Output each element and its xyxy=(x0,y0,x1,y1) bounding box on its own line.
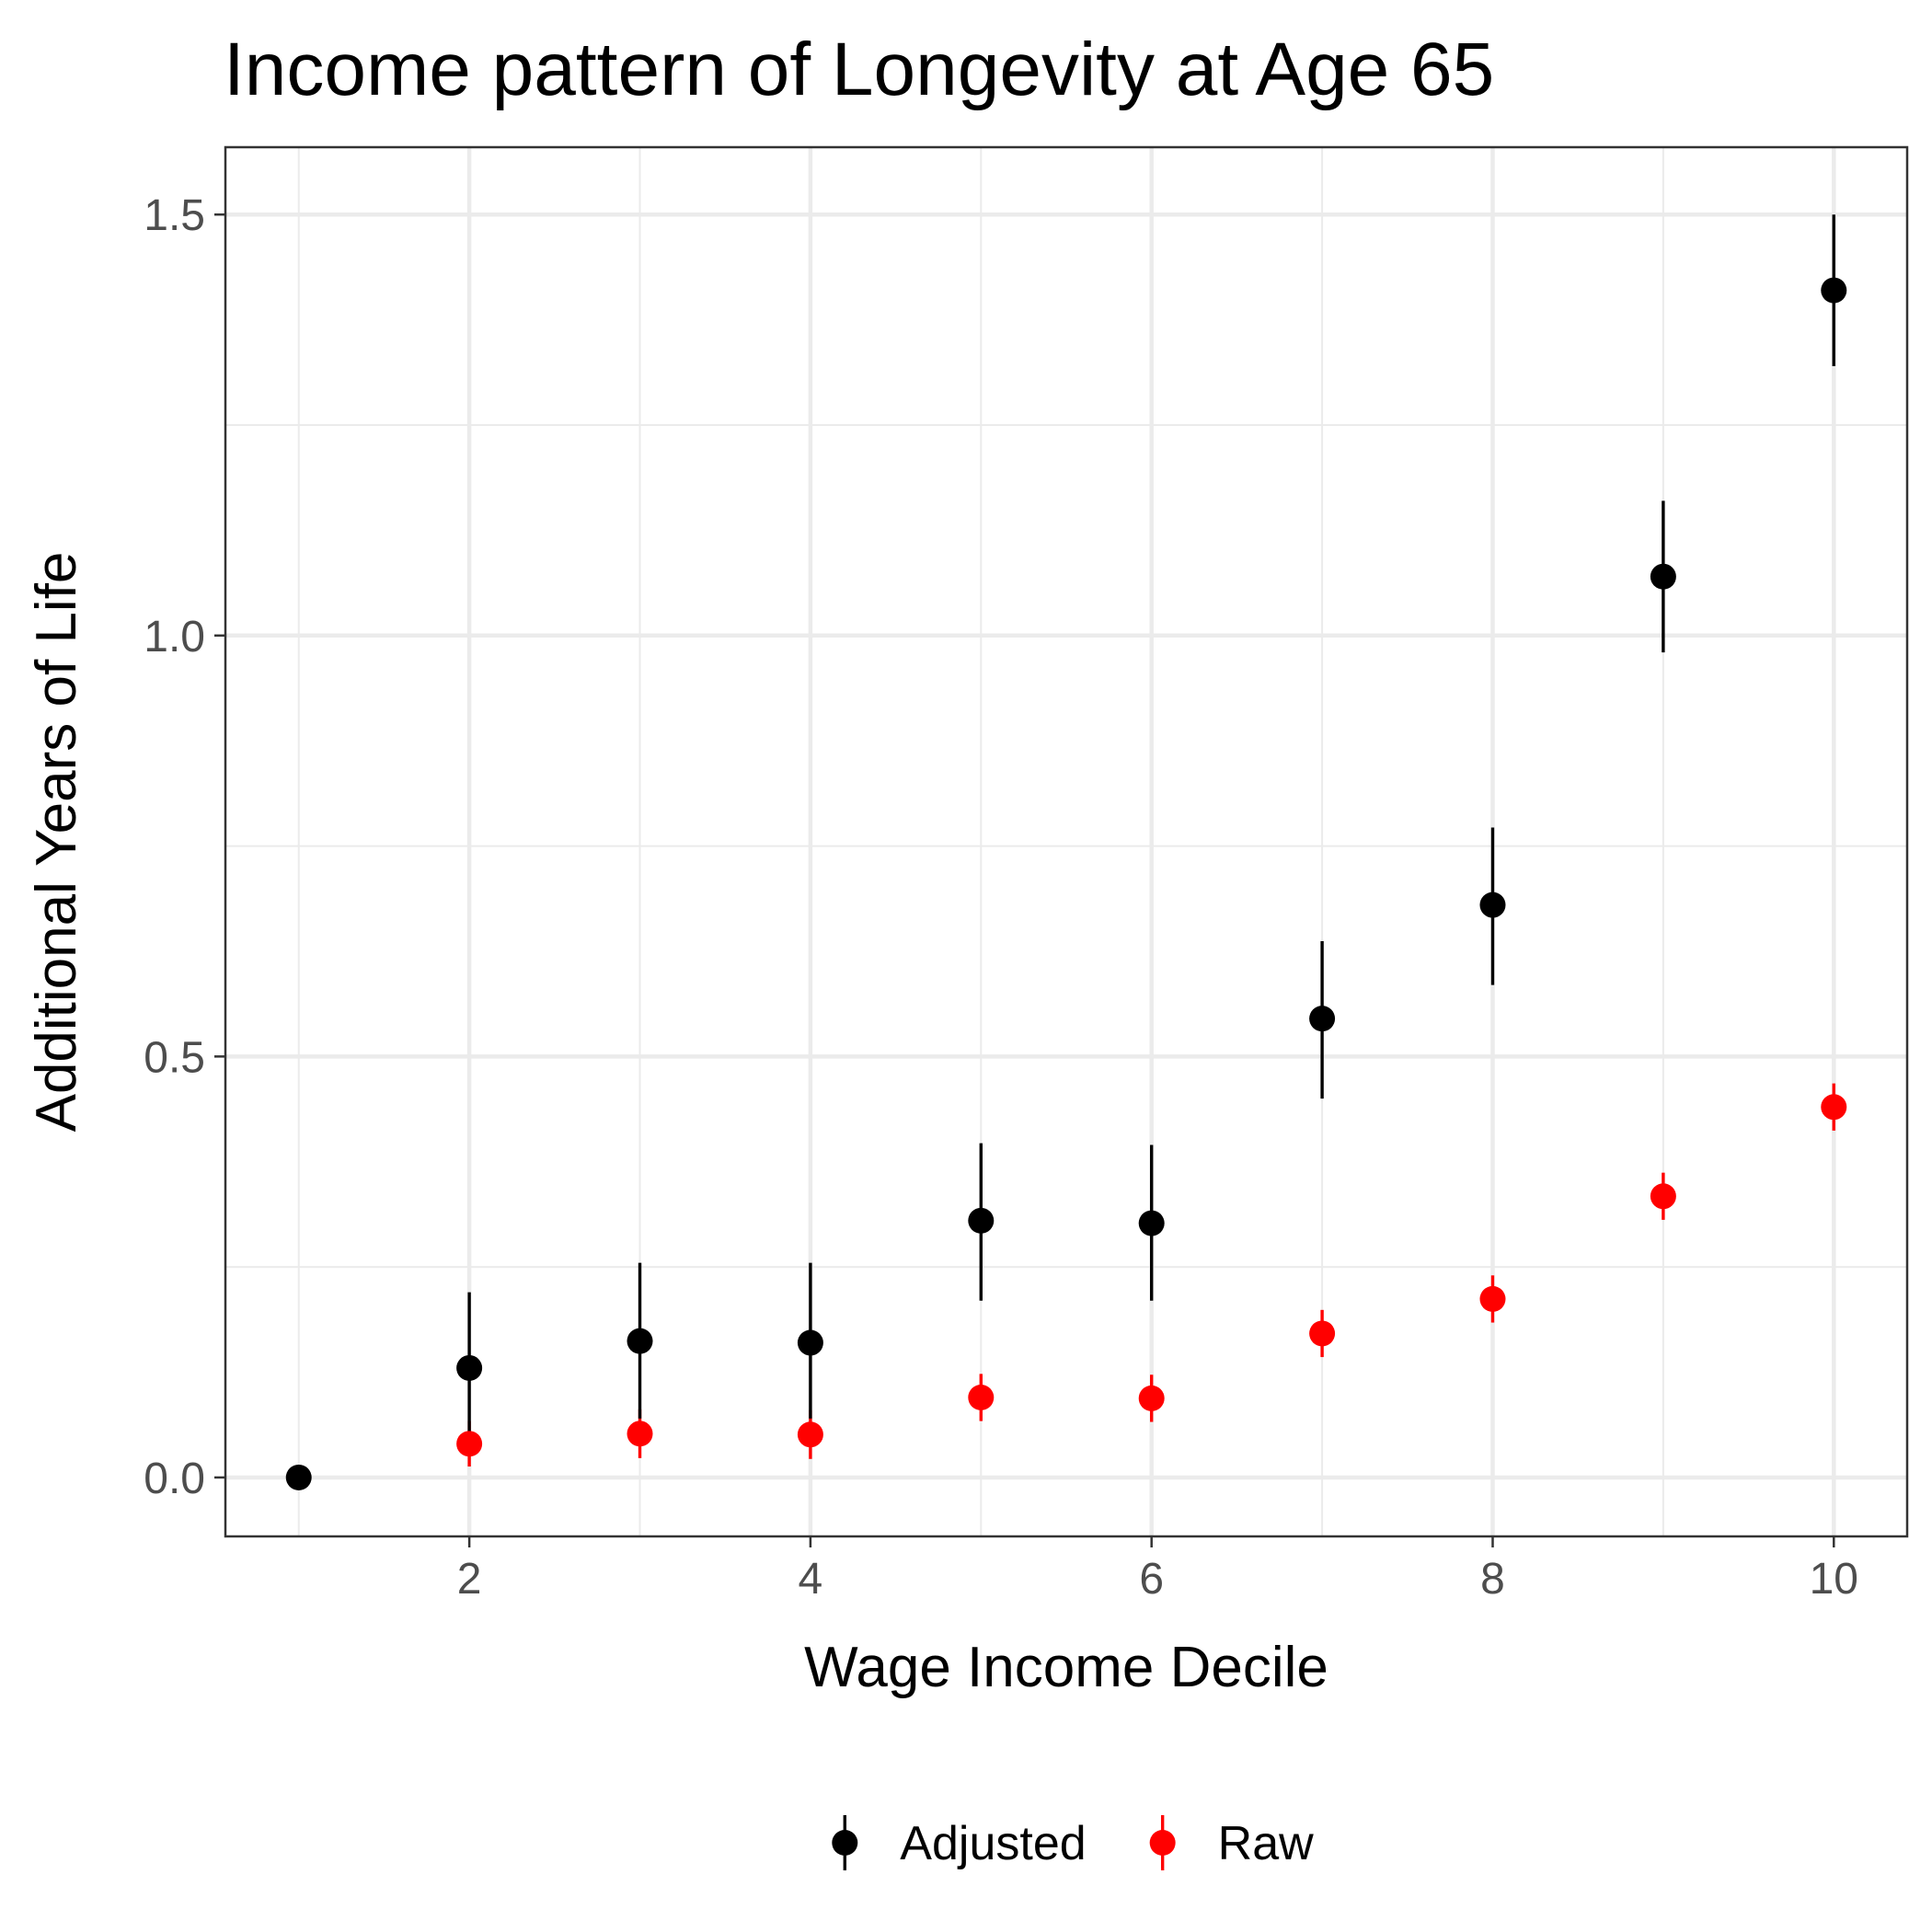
plot-panel xyxy=(225,147,1907,1536)
raw-point xyxy=(1309,1320,1336,1347)
raw-point xyxy=(1479,1285,1506,1312)
plot-border xyxy=(224,145,1909,1538)
y-tick-label: 1.5 xyxy=(144,191,205,240)
adjusted-point xyxy=(797,1329,823,1356)
adjusted-point xyxy=(456,1354,483,1381)
x-axis-ticks: 2 4 6 8 10 xyxy=(457,1536,1858,1604)
x-tick-label: 10 xyxy=(1810,1555,1858,1604)
adjusted-point xyxy=(968,1207,995,1234)
adjusted-point xyxy=(1309,1006,1336,1032)
adjusted-point xyxy=(1479,891,1506,918)
y-axis-ticks: 0.0 0.5 1.0 1.5 xyxy=(144,191,225,1503)
chart-title: Income pattern of Longevity at Age 65 xyxy=(224,28,1494,111)
raw-point xyxy=(1650,1183,1676,1210)
raw-point xyxy=(797,1421,823,1448)
legend-key-raw-point xyxy=(1149,1830,1176,1856)
data-points xyxy=(285,277,1847,1490)
y-tick-label: 1.0 xyxy=(144,613,205,661)
x-tick-label: 8 xyxy=(1480,1555,1505,1604)
x-tick-label: 2 xyxy=(457,1555,482,1604)
x-tick-label: 6 xyxy=(1139,1555,1164,1604)
adjusted-point xyxy=(1650,563,1676,590)
adjusted-point xyxy=(1138,1210,1165,1236)
x-axis-title: Wage Income Decile xyxy=(804,1636,1328,1699)
legend-label-raw: Raw xyxy=(1218,1817,1314,1870)
y-tick-label: 0.5 xyxy=(144,1033,205,1082)
raw-point xyxy=(1138,1385,1165,1411)
y-tick-label: 0.0 xyxy=(144,1455,205,1503)
x-tick-label: 4 xyxy=(799,1555,823,1604)
raw-point xyxy=(627,1420,653,1447)
y-axis-title: Additional Years of Life xyxy=(25,552,88,1133)
adjusted-point xyxy=(627,1328,653,1354)
legend: Adjusted Raw xyxy=(832,1815,1314,1870)
raw-point xyxy=(456,1431,483,1457)
raw-point xyxy=(1821,1094,1847,1121)
raw-point xyxy=(968,1385,995,1410)
legend-label-adjusted: Adjusted xyxy=(900,1817,1086,1870)
adjusted-point xyxy=(1821,277,1847,304)
adjusted-point xyxy=(285,1464,312,1490)
legend-key-adjusted-point xyxy=(832,1830,858,1856)
